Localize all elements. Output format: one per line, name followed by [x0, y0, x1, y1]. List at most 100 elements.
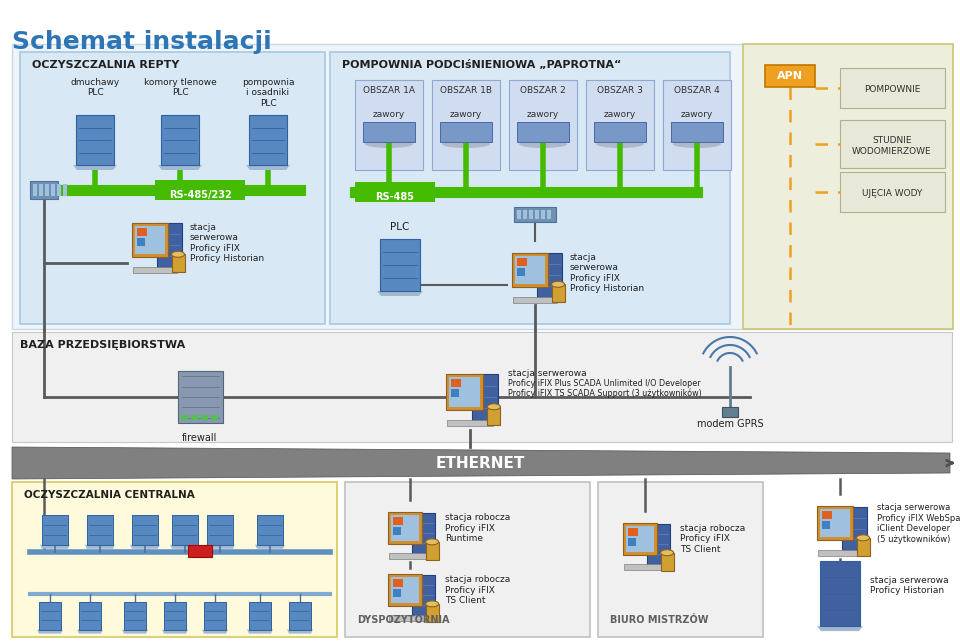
FancyBboxPatch shape: [663, 80, 731, 170]
Text: PLC: PLC: [391, 222, 410, 232]
FancyBboxPatch shape: [355, 182, 435, 202]
FancyBboxPatch shape: [523, 209, 527, 218]
FancyBboxPatch shape: [388, 512, 422, 544]
FancyBboxPatch shape: [204, 602, 226, 630]
Ellipse shape: [673, 140, 721, 148]
Text: Schemat instalacji: Schemat instalacji: [12, 30, 272, 54]
Ellipse shape: [596, 140, 644, 148]
FancyBboxPatch shape: [765, 65, 815, 87]
FancyBboxPatch shape: [394, 589, 401, 598]
Text: stacja
serwerowa
Proficy iFIX
Proficy Historian: stacja serwerowa Proficy iFIX Proficy Hi…: [190, 223, 264, 263]
FancyBboxPatch shape: [45, 184, 49, 196]
FancyBboxPatch shape: [87, 515, 113, 545]
FancyBboxPatch shape: [257, 515, 283, 545]
FancyBboxPatch shape: [598, 482, 763, 637]
FancyBboxPatch shape: [135, 226, 165, 254]
Text: dmuchawy
PLC: dmuchawy PLC: [70, 78, 120, 98]
FancyBboxPatch shape: [551, 284, 564, 302]
FancyBboxPatch shape: [446, 420, 493, 426]
Polygon shape: [158, 165, 202, 170]
Ellipse shape: [365, 140, 413, 148]
FancyBboxPatch shape: [671, 122, 723, 142]
FancyBboxPatch shape: [516, 258, 527, 266]
FancyBboxPatch shape: [594, 122, 646, 142]
FancyBboxPatch shape: [201, 415, 207, 420]
FancyBboxPatch shape: [515, 256, 544, 284]
Text: zawory: zawory: [450, 110, 482, 119]
FancyBboxPatch shape: [155, 180, 245, 200]
Text: STUDNIE
WODOMIERZOWE: STUDNIE WODOMIERZOWE: [852, 136, 932, 156]
Polygon shape: [37, 630, 63, 634]
FancyBboxPatch shape: [394, 528, 401, 535]
FancyBboxPatch shape: [132, 515, 158, 545]
Text: firewall: firewall: [182, 433, 218, 443]
FancyBboxPatch shape: [818, 550, 862, 556]
FancyBboxPatch shape: [628, 538, 636, 546]
FancyBboxPatch shape: [450, 379, 461, 386]
Text: komory tlenowe
PLC: komory tlenowe PLC: [144, 78, 216, 98]
Text: POMPOWNIA PODCIśNIENIOWA „PAPROTNA“: POMPOWNIA PODCIśNIENIOWA „PAPROTNA“: [342, 60, 621, 70]
FancyBboxPatch shape: [289, 602, 311, 630]
FancyBboxPatch shape: [586, 80, 654, 170]
FancyBboxPatch shape: [164, 602, 186, 630]
FancyBboxPatch shape: [161, 115, 199, 165]
FancyBboxPatch shape: [517, 209, 521, 218]
Polygon shape: [40, 545, 70, 549]
Text: BAZA PRZEDSIĘBIORSTWA: BAZA PRZEDSIĘBIORSTWA: [20, 340, 185, 350]
FancyBboxPatch shape: [172, 515, 198, 545]
Polygon shape: [377, 291, 423, 296]
FancyBboxPatch shape: [820, 509, 850, 537]
Ellipse shape: [551, 281, 564, 288]
Text: OBSZAR 1A: OBSZAR 1A: [363, 86, 415, 95]
FancyBboxPatch shape: [391, 516, 419, 541]
FancyBboxPatch shape: [516, 268, 525, 276]
Polygon shape: [205, 545, 235, 549]
FancyBboxPatch shape: [190, 415, 198, 420]
FancyBboxPatch shape: [425, 604, 439, 622]
FancyBboxPatch shape: [345, 482, 590, 637]
Text: RS-485/232: RS-485/232: [169, 190, 231, 200]
FancyBboxPatch shape: [63, 184, 67, 196]
Text: OBSZAR 4: OBSZAR 4: [674, 86, 720, 95]
FancyBboxPatch shape: [822, 511, 832, 519]
FancyBboxPatch shape: [124, 602, 146, 630]
Polygon shape: [246, 165, 290, 170]
FancyBboxPatch shape: [39, 184, 43, 196]
Polygon shape: [12, 447, 950, 479]
FancyBboxPatch shape: [722, 407, 738, 417]
FancyBboxPatch shape: [626, 526, 654, 552]
FancyBboxPatch shape: [394, 580, 403, 587]
Text: ETHERNET: ETHERNET: [435, 456, 525, 471]
Text: RS-485: RS-485: [375, 192, 415, 202]
FancyBboxPatch shape: [842, 507, 867, 550]
Text: zawory: zawory: [604, 110, 636, 119]
Text: stacja serwerowa: stacja serwerowa: [508, 369, 587, 378]
FancyBboxPatch shape: [391, 577, 419, 603]
FancyBboxPatch shape: [12, 332, 952, 442]
Polygon shape: [170, 545, 200, 549]
Text: stacja robocza
Proficy iFIX
TS Client: stacja robocza Proficy iFIX TS Client: [445, 575, 511, 605]
FancyBboxPatch shape: [856, 538, 870, 556]
FancyBboxPatch shape: [743, 44, 953, 329]
FancyBboxPatch shape: [42, 515, 68, 545]
FancyBboxPatch shape: [12, 482, 337, 637]
FancyBboxPatch shape: [39, 602, 61, 630]
FancyBboxPatch shape: [535, 209, 539, 218]
FancyBboxPatch shape: [389, 553, 431, 559]
Text: UJĘCIA WODY: UJĘCIA WODY: [862, 189, 923, 198]
Polygon shape: [122, 630, 148, 634]
Text: OBSZAR 2: OBSZAR 2: [520, 86, 565, 95]
Text: OCZYSZCZALNIA REPTY: OCZYSZCZALNIA REPTY: [32, 60, 180, 70]
FancyBboxPatch shape: [822, 521, 829, 530]
Polygon shape: [77, 630, 103, 634]
FancyBboxPatch shape: [33, 184, 37, 196]
FancyBboxPatch shape: [541, 209, 545, 218]
FancyBboxPatch shape: [133, 266, 177, 273]
Polygon shape: [202, 630, 228, 634]
Text: stacja serwerowa
Proficy iFIX WebSpace
iClient Developer
(5 użytkowników): stacja serwerowa Proficy iFIX WebSpace i…: [877, 503, 960, 544]
FancyBboxPatch shape: [210, 415, 218, 420]
FancyBboxPatch shape: [840, 172, 945, 212]
FancyBboxPatch shape: [660, 553, 674, 571]
FancyBboxPatch shape: [249, 602, 271, 630]
Text: stacja serwerowa
Proficy Historian: stacja serwerowa Proficy Historian: [870, 576, 948, 595]
